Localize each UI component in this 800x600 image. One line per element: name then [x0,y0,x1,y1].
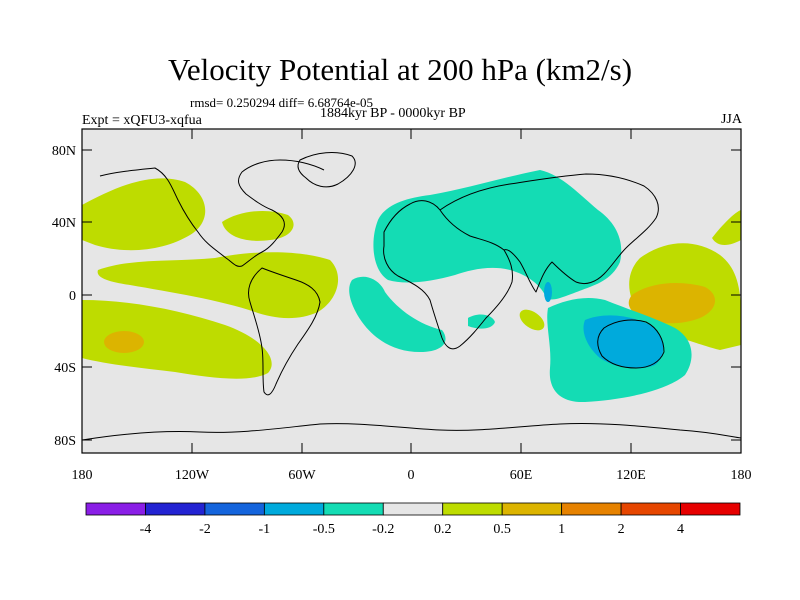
coast-antarctica [82,422,741,441]
colorbar-swatch [501,502,563,516]
lon-labels: 180 120W 60W 0 60E 120E 180 [72,468,752,483]
coast-south-america [248,267,321,396]
experiment-label: Expt = xQFU3-xqfua [82,113,202,128]
positive-region-north-pacific [82,178,206,251]
lat-label: 0 [69,289,76,304]
colorbar-swatch [263,502,325,516]
stats-subtitle: rmsd= 0.250294 diff= 6.68764e-05 [190,95,374,110]
lat-labels: 80N 40N 0 40S 80S [52,144,76,449]
shaded-fields [82,170,741,403]
colorbar-label: 1 [558,522,565,537]
negative-region-madagascar [468,314,495,329]
negative-region-eurasia-africa [373,170,622,300]
lon-label: 180 [731,468,752,483]
colorbar-label: -2 [199,522,211,537]
colorbar-swatch [323,502,384,516]
colorbar-swatch [442,502,503,516]
positive-region-north-atlantic [222,210,294,241]
lon-label: 120E [616,468,646,483]
lon-label: 120W [175,468,210,483]
lon-label: 60E [510,468,533,483]
colorbar-label: -4 [140,522,152,537]
lat-ticks [82,149,741,441]
coast-greenland [297,152,356,188]
colorbar-label: 4 [677,522,684,537]
positive-core-west-pacific [628,283,716,324]
season-label: JJA [720,112,742,127]
colorbar-swatch [85,502,146,516]
plot-title: Velocity Potential at 200 hPa (km2/s) [167,52,633,87]
coast-asia [439,173,659,293]
period-label: 1884kyr BP - 0000kyr BP [320,106,466,121]
positive-core-south-pacific [104,331,144,353]
positive-region-indian-ocean [519,309,545,331]
colorbar-label: 0.5 [493,522,511,537]
lat-label: 40N [52,216,76,231]
colorbar-swatch [561,502,622,516]
colorbar-label: -0.5 [313,522,335,537]
negative-region-south-atlantic [349,276,446,352]
positive-region-northeast-pacific [712,210,741,245]
lon-ticks [81,129,742,453]
colorbar-labels: -4 -2 -1 -0.5 -0.2 0.2 0.5 1 2 4 [140,522,684,537]
colorbar-label: 0.2 [434,522,452,537]
positive-region-south-pacific [82,300,272,379]
coast-australia [597,319,665,369]
colorbar-label: 2 [618,522,625,537]
colorbar-swatch [382,502,444,516]
coast-north-america [99,159,325,267]
positive-region-tropical-america [97,252,339,319]
lon-label: 0 [408,468,415,483]
lat-label: 80S [54,434,76,449]
lat-label: 40S [54,361,76,376]
lat-label: 80N [52,144,76,159]
negative-core-india [544,282,552,302]
colorbar-swatch [680,502,741,516]
colorbar-swatch [620,502,681,516]
coastlines [82,152,741,441]
colorbar [85,502,741,516]
colorbar-label: -1 [259,522,271,537]
lon-label: 180 [72,468,93,483]
colorbar-label: -0.2 [372,522,394,537]
lon-label: 60W [288,468,316,483]
colorbar-swatch [204,502,265,516]
colorbar-swatch [145,502,206,516]
